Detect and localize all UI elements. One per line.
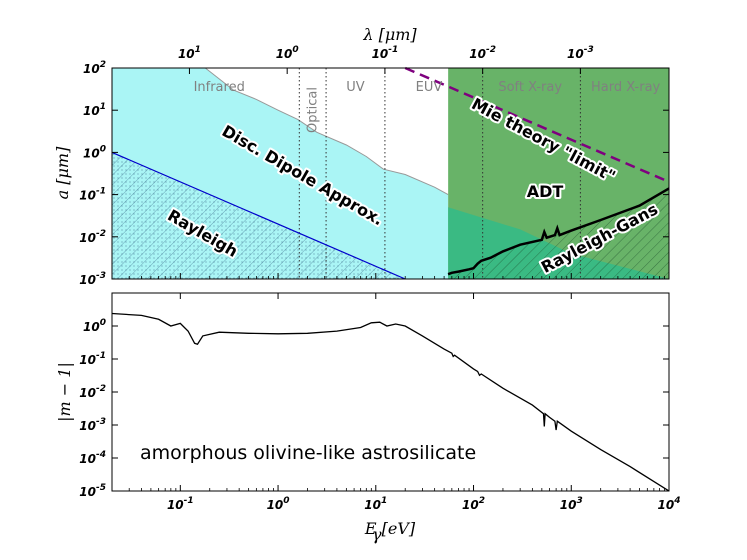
bottom-y-axis-title: |m − 1| [55, 362, 74, 422]
bottom-y-tick-label-exp: -3 [96, 417, 106, 427]
band-label-euv: EUV [416, 80, 443, 95]
bottom-y-tick-label-exp: -5 [96, 483, 106, 493]
top-axis-tick-exp: 1 [195, 45, 201, 55]
bottom-y-tick-label-base: 10 [79, 452, 96, 466]
top-y-tick-label: 102 [83, 60, 106, 76]
bottom-y-tick-label-base: 10 [79, 353, 96, 367]
bottom-y-tick-label-exp: 0 [100, 318, 106, 328]
top-y-tick-label-base: 10 [83, 62, 100, 76]
top-axis-title: λ [μm] [362, 25, 417, 44]
top-axis-tick-exp: 0 [292, 45, 298, 55]
bottom-y-tick-label-base: 10 [79, 419, 96, 433]
refractive-index-curve [112, 312, 669, 491]
band-label-optical: Optical [306, 87, 321, 133]
bottom-y-tick-label-exp: -4 [96, 450, 106, 460]
bottom-x-tick-label-base: 10 [560, 498, 577, 512]
bottom-x-tick-label-exp: 1 [381, 496, 387, 506]
top-y-tick-label: 101 [83, 102, 106, 118]
bottom-x-tick-label-base: 10 [462, 498, 479, 512]
bottom-x-tick-label-exp: 3 [576, 496, 582, 506]
bottom-y-tick-label: 10-5 [79, 483, 106, 499]
bottom-y-tick-label-base: 10 [79, 386, 96, 400]
bottom-y-tick-label: 100 [83, 318, 106, 334]
bottom-y-tick-label: 10-1 [79, 351, 106, 367]
top-panel-frame [111, 67, 670, 280]
x-axis-title-subscript: γ [372, 525, 382, 544]
bottom-y-tick-label: 10-3 [79, 417, 106, 433]
top-axis-tick-exp: -3 [584, 45, 594, 55]
bottom-x-axis-title: E [eV] [364, 519, 416, 538]
bottom-x-tick-label-exp: 2 [479, 496, 485, 506]
bottom-x-tick-label-base: 10 [364, 498, 381, 512]
top-axis-tick-base: 10 [276, 47, 293, 61]
top-y-tick-label-exp: -3 [96, 271, 106, 281]
top-axis-tick-label: 101 [178, 45, 201, 61]
x-axis-title-main: E [eV] [364, 519, 416, 538]
bottom-x-tick-label: 101 [364, 496, 387, 512]
adt-lower-limit-curve [447, 187, 670, 276]
band-label-hard-x-ray: Hard X-ray [591, 80, 661, 95]
bottom-x-tick-label-exp: 0 [283, 496, 289, 506]
bottom-y-tick-label-base: 10 [83, 320, 100, 334]
top-y-tick-label-exp: -2 [96, 229, 106, 239]
top-axis-tick-base: 10 [567, 47, 584, 61]
top-axis-tick-exp: -2 [486, 45, 496, 55]
top-y-tick-label: 100 [83, 144, 106, 160]
bottom-y-tick-label: 10-4 [79, 450, 106, 466]
top-y-tick-label: 10-1 [79, 187, 106, 203]
bottom-x-tick-label: 10-1 [167, 496, 194, 512]
top-axis-tick-label: 10-2 [469, 45, 496, 61]
bottom-x-tick-label-exp: -1 [184, 496, 194, 506]
bottom-x-tick-label-exp: 4 [673, 496, 680, 506]
bottom-x-tick-label: 100 [267, 496, 290, 512]
top-y-tick-label-base: 10 [79, 189, 96, 203]
top-axis-tick-exp: -1 [388, 45, 398, 55]
top-axis-tick-label: 100 [276, 45, 299, 61]
bottom-panel: 10-1 100 101 102 103 10410010-110-210-310-410… [79, 273, 680, 512]
band-label-infrared: Infrared [194, 80, 245, 95]
bottom-x-tick-label: 104 [658, 496, 681, 512]
bottom-y-tick-label: 10-2 [79, 384, 106, 400]
bottom-y-tick-label-exp: -1 [96, 351, 106, 361]
bottom-x-tick-label-base: 10 [267, 498, 284, 512]
bottom-x-tick-label: 103 [560, 496, 583, 512]
bottom-y-tick-label-base: 10 [79, 485, 96, 499]
bottom-x-tick-label-base: 10 [167, 498, 184, 512]
top-y-tick-label-exp: 2 [100, 60, 106, 70]
top-axis-tick-base: 10 [178, 47, 195, 61]
top-y-tick-label-base: 10 [79, 273, 96, 287]
top-y-tick-label: 10-2 [79, 229, 106, 245]
dda-boundary-line [112, 68, 449, 196]
band-label-uv: UV [346, 80, 365, 95]
rayleigh-line [111, 151, 406, 280]
adt-label: ADT [527, 182, 564, 201]
top-y-tick-label-exp: 1 [100, 102, 106, 112]
top-y-tick-label-exp: -1 [96, 187, 106, 197]
bottom-x-tick-label-base: 10 [658, 498, 675, 512]
top-axis-tick-base: 10 [469, 47, 486, 61]
top-y-tick-label-exp: 0 [100, 144, 106, 154]
bottom-x-tick-label: 102 [462, 496, 485, 512]
top-y-tick-label-base: 10 [79, 231, 96, 245]
top-y-tick-label: 10-3 [79, 271, 106, 287]
material-annotation: amorphous olivine-like astrosilicate [140, 442, 476, 464]
top-y-tick-label-base: 10 [83, 146, 100, 160]
top-axis-tick-base: 10 [372, 47, 389, 61]
band-label-soft-x-ray: Soft X-ray [498, 80, 562, 95]
top-axis-tick-label: 10-3 [567, 45, 594, 61]
top-y-axis-title: a [μm] [53, 146, 72, 199]
top-y-tick-label-base: 10 [83, 104, 100, 118]
top-axis-tick-label: 10-1 [372, 45, 399, 61]
bottom-y-tick-label-exp: -2 [96, 384, 106, 394]
